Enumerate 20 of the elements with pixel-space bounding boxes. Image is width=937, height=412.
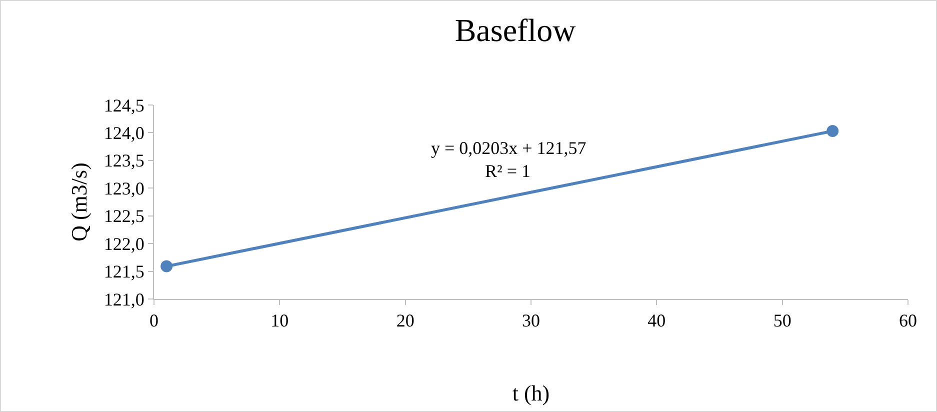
y-tick-label: 123,5 — [104, 150, 144, 171]
y-tick-label: 122,0 — [104, 234, 144, 254]
y-tick-label: 121,0 — [104, 289, 144, 310]
y-tick-label: 123,0 — [104, 178, 144, 198]
x-tick-label: 20 — [396, 310, 414, 331]
x-tick-label: 30 — [522, 310, 540, 331]
x-tick-label: 40 — [648, 310, 666, 331]
annotation: y = 0,0203x + 121,57 — [431, 138, 586, 158]
x-tick-label: 10 — [270, 310, 289, 331]
y-tick-label: 122,5 — [104, 206, 144, 226]
y-axis-title: Q (m3/s) — [66, 162, 92, 242]
y-tick-label: 124,0 — [104, 123, 144, 144]
x-axis-title: t (h) — [512, 380, 550, 406]
x-tick-label: 60 — [899, 310, 917, 331]
x-tick-label: 0 — [150, 310, 158, 331]
y-tick-label: 124,5 — [104, 95, 144, 116]
x-tick-label: 50 — [773, 310, 792, 331]
y-tick-label: 121,5 — [104, 262, 144, 282]
chart-title: Baseflow — [454, 12, 576, 48]
annotation: R² = 1 — [485, 161, 531, 181]
